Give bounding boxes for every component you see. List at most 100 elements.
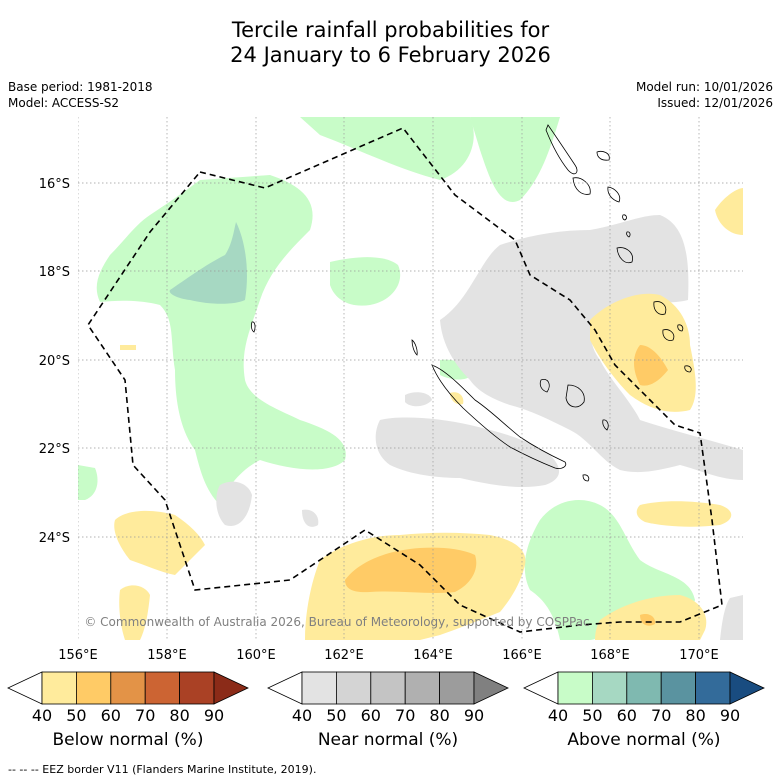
issued-date: Issued: 12/01/2026	[657, 96, 773, 110]
title-line-1: Tercile rainfall probabilities for	[231, 18, 550, 42]
colorbar-segment	[110, 671, 146, 705]
colorbar-segment	[660, 671, 697, 705]
below-normal-area	[715, 188, 743, 235]
title-line-2: 24 January to 6 February 2026	[230, 43, 551, 67]
colorbar-tick-label: 60	[617, 706, 637, 725]
colorbar-segment	[144, 671, 180, 705]
lat-label: 16°S	[39, 177, 70, 192]
above-normal-area	[470, 117, 560, 202]
meta-right: Model run: 10/01/2026 Issued: 12/01/2026	[636, 79, 773, 111]
lat-label: 24°S	[39, 531, 70, 546]
above-normal-area	[96, 175, 346, 505]
colorbar-tick-label: 40	[32, 706, 52, 725]
colorbar-tick-label: 50	[326, 706, 346, 725]
below-normal-area	[636, 501, 732, 527]
map-title: Tercile rainfall probabilities for 24 Ja…	[0, 18, 781, 68]
colorbar-tick-label: 60	[361, 706, 381, 725]
above-normal-area	[330, 257, 401, 306]
below-normal-label: Below normal (%)	[52, 730, 204, 750]
lon-label: 160°E	[236, 648, 276, 663]
below-normal-area	[634, 345, 668, 386]
near-normal-area	[375, 417, 560, 488]
colorbar: 40 50 60 70 80 90	[267, 671, 509, 725]
colorbar: 40 50 60 70 80 90	[523, 671, 765, 725]
loyalty-islands-coast	[539, 378, 590, 482]
colorbar-min-arrow	[7, 671, 43, 705]
near-normal-area	[216, 481, 252, 526]
lon-label: 166°E	[502, 648, 542, 663]
base-period: Base period: 1981-2018	[8, 80, 153, 94]
colorbar-segment	[592, 671, 628, 705]
above-normal-label: Above normal (%)	[567, 730, 721, 750]
colorbar-segment	[301, 671, 337, 705]
colorbar-tick-label: 70	[651, 706, 671, 725]
colorbar-tick-label: 70	[135, 706, 155, 725]
colorbar-tick-label: 40	[292, 706, 312, 725]
colorbar-tick-label: 80	[169, 706, 189, 725]
lon-label: 164°E	[413, 648, 453, 663]
near-normal-label: Near normal (%)	[317, 730, 459, 750]
colorbar-min-arrow	[267, 671, 303, 705]
colorbar-tick-label: 90	[204, 706, 224, 725]
colorbar-segment	[335, 671, 372, 705]
probability-field	[78, 117, 743, 640]
above-normal-area	[169, 222, 247, 304]
colorbar-segment	[76, 671, 112, 705]
below-normal-area	[114, 510, 205, 575]
lon-label: 156°E	[58, 648, 98, 663]
lon-label: 158°E	[147, 648, 187, 663]
colorbar-tick-label: 40	[548, 706, 568, 725]
colorbars: 40 50 60 70 80 90 40 50 60 70 80 90 40 50 60 70 80 90	[7, 671, 765, 725]
lat-label: 18°S	[39, 265, 70, 280]
above-normal-area	[78, 465, 98, 500]
colorbar-segment	[439, 671, 475, 705]
colorbar-segment	[370, 671, 406, 705]
near-normal-area	[302, 509, 319, 527]
colorbar: 40 50 60 70 80 90	[7, 671, 249, 725]
near-normal-area	[440, 215, 743, 480]
eez-border	[87, 127, 723, 633]
model-run: Model run: 10/01/2026	[635, 80, 773, 94]
colorbar-tick-label: 70	[395, 706, 415, 725]
gridlines	[78, 117, 743, 640]
near-normal-area	[405, 392, 432, 407]
lat-label: 20°S	[39, 354, 70, 369]
lat-label: 22°S	[39, 442, 70, 457]
colorbar-tick-label: 60	[101, 706, 121, 725]
model-name: Model: ACCESS-S2	[8, 96, 120, 110]
colorbar-segment	[557, 671, 593, 705]
below-normal-area	[450, 392, 464, 405]
colorbar-tick-label: 80	[429, 706, 449, 725]
colorbar-tick-label: 50	[66, 706, 86, 725]
colorbar-max-arrow	[729, 671, 765, 705]
colorbar-max-arrow	[213, 671, 249, 705]
meta-left: Base period: 1981-2018 Model: ACCESS-S2	[8, 79, 153, 111]
eez-legend-footer: -- -- -- EEZ border V11 (Flanders Marine…	[8, 763, 317, 776]
colorbar-tick-label: 90	[464, 706, 484, 725]
colorbar-segment	[695, 671, 731, 705]
lon-label: 168°E	[590, 648, 630, 663]
copyright-text: © Commonwealth of Australia 2026, Bureau…	[84, 615, 589, 629]
lon-label: 170°E	[679, 648, 719, 663]
new-caledonia-coast	[431, 364, 567, 469]
colorbar-segment	[626, 671, 662, 705]
longitude-labels: 156°E 158°E 160°E 162°E 164°E 166°E 168°…	[58, 648, 719, 663]
below-normal-area	[345, 547, 477, 593]
near-normal-area	[720, 595, 743, 640]
below-normal-area	[120, 345, 136, 350]
colorbar-segment	[179, 671, 215, 705]
colorbar-segment	[404, 671, 441, 705]
colorbar-tick-label: 50	[582, 706, 602, 725]
colorbar-tick-label: 90	[720, 706, 740, 725]
lon-label: 162°E	[324, 648, 364, 663]
colorbar-tick-label: 80	[685, 706, 705, 725]
below-normal-area	[119, 585, 150, 640]
vanuatu-coast	[251, 124, 692, 431]
colorbar-segment	[41, 671, 77, 705]
latitude-labels: 16°S 18°S 20°S 22°S 24°S	[39, 177, 70, 546]
colorbar-max-arrow	[473, 671, 509, 705]
above-normal-area	[300, 117, 474, 180]
near-normal-area	[590, 429, 621, 457]
colorbar-min-arrow	[523, 671, 559, 705]
